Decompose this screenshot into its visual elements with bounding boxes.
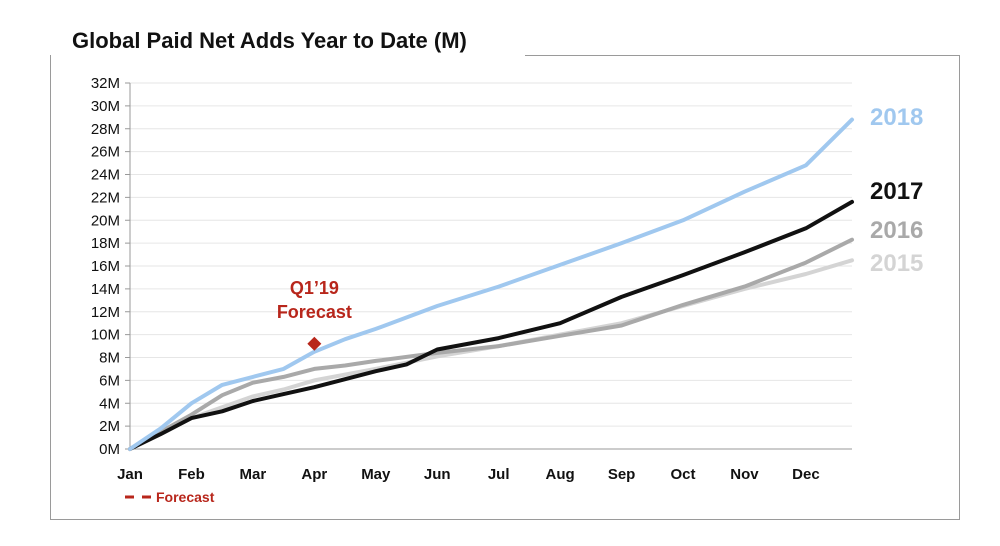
y-tick-label: 18M <box>91 235 120 252</box>
series-label-2016: 2016 <box>870 217 923 244</box>
legend: Forecast <box>125 489 215 505</box>
series-line-2017 <box>128 199 854 451</box>
y-tick-label: 12M <box>91 304 120 321</box>
forecast-diamond-marker <box>307 336 322 351</box>
y-tick-label: 22M <box>91 189 120 206</box>
x-tick-label: Jul <box>488 466 510 483</box>
y-tick-label: 28M <box>91 121 120 138</box>
y-tick-label: 30M <box>91 98 120 115</box>
series-label-2017: 2017 <box>870 178 923 205</box>
x-tick-label: Nov <box>730 466 759 483</box>
annotations: Q1’19 Forecast <box>277 278 352 351</box>
x-tick-label: May <box>361 466 391 483</box>
x-tick-label: Dec <box>792 466 820 483</box>
y-tick-label: 24M <box>91 167 120 184</box>
series-label-2015: 2015 <box>870 250 923 277</box>
x-tick-label: Sep <box>608 466 636 483</box>
y-tick-label: 6M <box>99 372 120 389</box>
series-lines <box>128 117 854 451</box>
chart-border <box>50 55 960 520</box>
y-tick-label: 16M <box>91 258 120 275</box>
y-tick-label: 10M <box>91 327 120 344</box>
x-tick-label: Aug <box>546 466 575 483</box>
y-tick-label: 14M <box>91 281 120 298</box>
y-tick-label: 20M <box>91 212 120 229</box>
annotation-label-line2: Forecast <box>277 302 352 322</box>
x-axis: Jan Feb Mar Apr May Jun Jul Aug Sep Oct Nov Dec <box>117 448 852 483</box>
series-line-2018 <box>128 117 854 451</box>
y-tick-label: 4M <box>99 395 120 412</box>
y-tick-label: 2M <box>99 418 120 435</box>
chart-title: Global Paid Net Adds Year to Date (M) <box>72 28 475 54</box>
series-line-2016 <box>128 237 854 451</box>
series-labels: 2015 2016 2017 2018 <box>870 104 923 277</box>
x-tick-label: Feb <box>178 466 205 483</box>
gridlines <box>130 82 852 450</box>
y-tick-label: 32M <box>91 75 120 92</box>
x-tick-label: Mar <box>240 466 267 483</box>
y-tick-label: 8M <box>99 350 120 367</box>
y-tick-label: 26M <box>91 144 120 161</box>
series-label-2018: 2018 <box>870 104 923 131</box>
x-tick-label: Oct <box>671 466 696 483</box>
y-axis: 0M 2M 4M 6M 8M 10M 12M 14M 16M 18M 20M 22M 24M 26M 28M… <box>91 75 131 458</box>
x-tick-label: Jan <box>117 466 143 483</box>
y-tick-label: 0M <box>99 441 120 458</box>
annotation-label-line1: Q1’19 <box>290 278 339 298</box>
chart-border-top <box>525 55 960 56</box>
legend-label: Forecast <box>156 489 215 505</box>
x-tick-label: Jun <box>424 466 451 483</box>
x-tick-label: Apr <box>301 466 327 483</box>
